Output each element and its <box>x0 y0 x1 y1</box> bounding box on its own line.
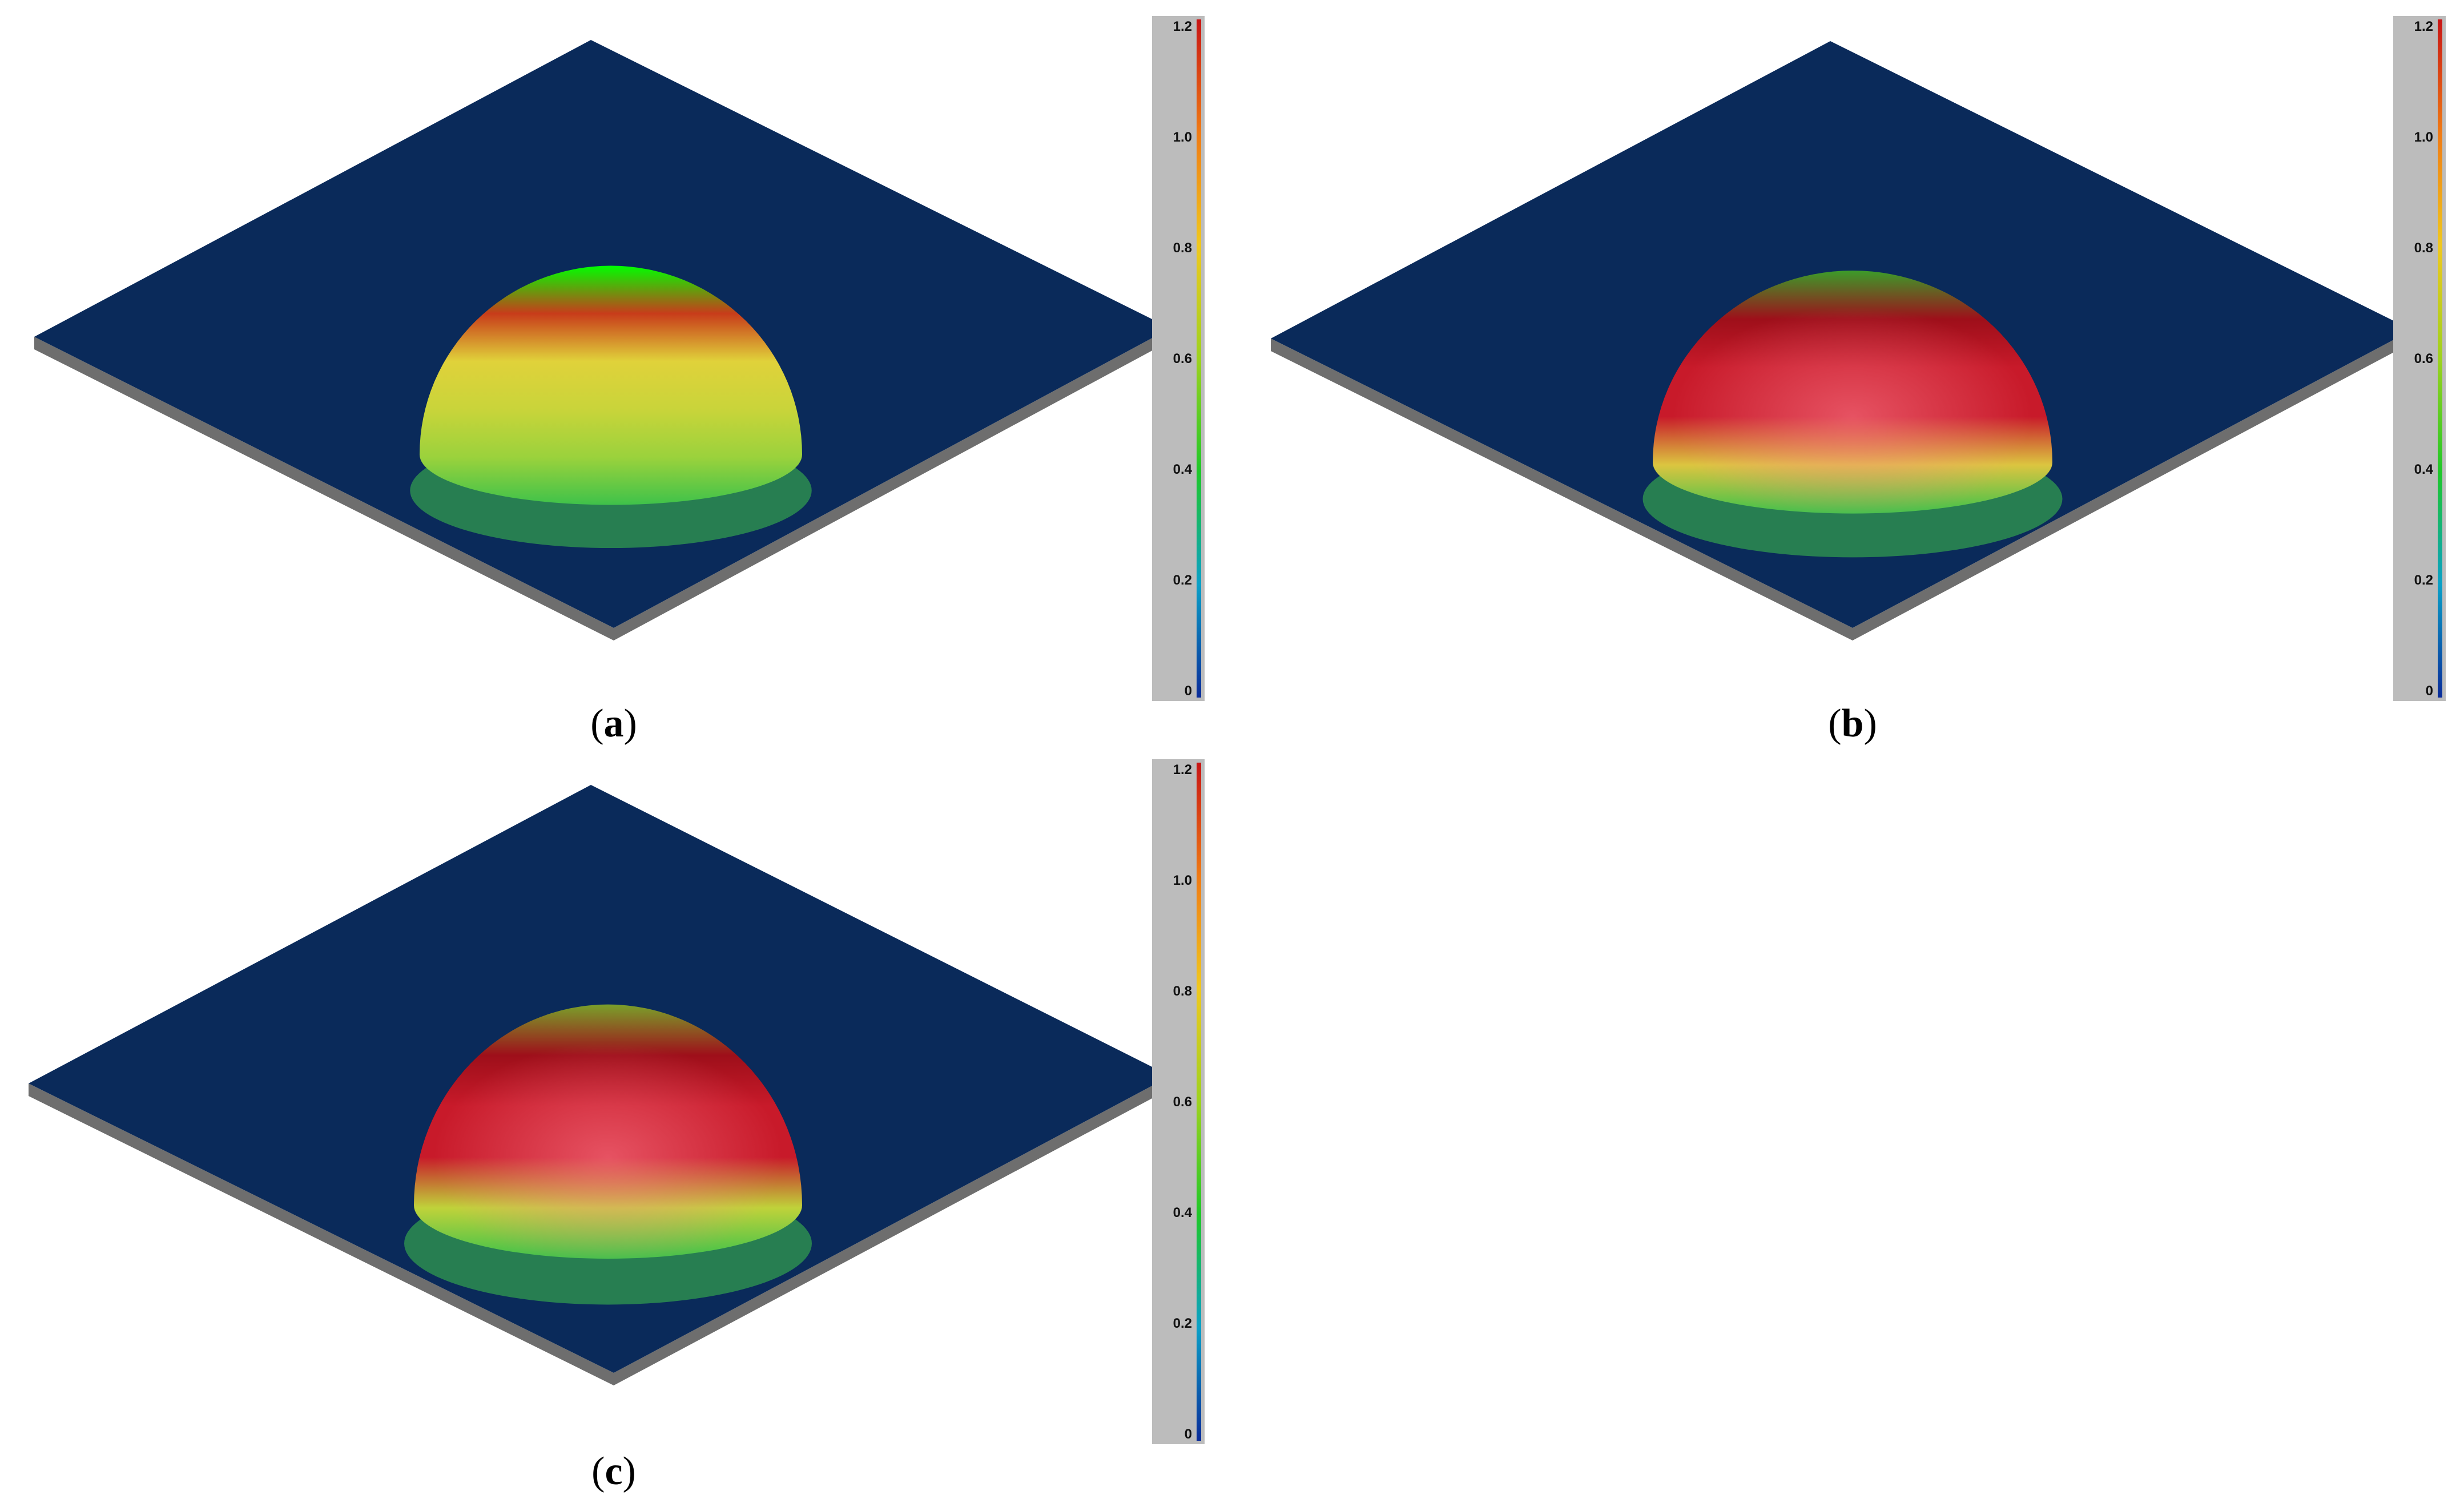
dome-highlight-b <box>1653 271 2052 514</box>
colorbar-a: 0 0.2 0.4 0.6 0.8 1.0 1.2 <box>1152 16 1205 701</box>
colorbar-tick-label: 1.0 <box>1173 130 1192 145</box>
panel-c: 0 0.2 0.4 0.6 0.8 1.0 1.2 (c) <box>29 759 1205 1493</box>
colorbar-tick-label: 0.8 <box>1173 984 1192 999</box>
dome-highlight-a <box>420 265 802 505</box>
colorbar-tick-label: 1.0 <box>1173 873 1192 888</box>
colorbar-tick-label: 0.4 <box>1173 1205 1193 1220</box>
panel-label-c: (c) <box>591 1449 636 1493</box>
colorbar-tick-label: 0.8 <box>1173 240 1192 256</box>
colorbar-tick-label: 1.2 <box>1173 762 1192 777</box>
colorbar-tick-label: 0 <box>1185 683 1192 699</box>
colorbar-tick-label: 0.6 <box>2414 351 2433 366</box>
colorbar-tick-label: 0.8 <box>2414 240 2433 256</box>
colorbar-tick-label: 1.2 <box>2414 19 2433 34</box>
colorbar-tick-label: 0.2 <box>1173 1316 1192 1331</box>
colorbar-tick-label: 0.4 <box>1173 462 1193 477</box>
colorbar-tick-label: 1.0 <box>2414 130 2433 145</box>
colorbar-scale-b <box>2438 19 2442 698</box>
colorbar-tick-label: 1.2 <box>1173 19 1192 34</box>
colorbar-c: 0 0.2 0.4 0.6 0.8 1.0 1.2 <box>1152 759 1205 1444</box>
colorbar-frame-c <box>1152 759 1205 1444</box>
panel-b: 0 0.2 0.4 0.6 0.8 1.0 1.2 (b) <box>1271 16 2446 746</box>
colorbar-tick-label: 0 <box>1185 1427 1192 1442</box>
panel-a: 0 0.2 0.4 0.6 0.8 1.0 1.2 (a) <box>34 16 1205 746</box>
colorbar-tick-label: 0 <box>2426 683 2433 699</box>
colorbar-scale-a <box>1197 19 1201 698</box>
colorbar-tick-label: 0.6 <box>1173 1094 1192 1110</box>
panel-label-b: (b) <box>1828 702 1877 746</box>
colorbar-scale-c <box>1197 763 1201 1441</box>
colorbar-frame-a <box>1152 16 1205 701</box>
panel-label-a: (a) <box>590 702 637 746</box>
colorbar-tick-label: 0.4 <box>2414 462 2434 477</box>
colorbar-frame-b <box>2393 16 2446 701</box>
colorbar-tick-label: 0.2 <box>2414 573 2433 588</box>
colorbar-tick-label: 0.2 <box>1173 573 1192 588</box>
colorbar-tick-label: 0.6 <box>1173 351 1192 366</box>
colorbar-b: 0 0.2 0.4 0.6 0.8 1.0 1.2 <box>2393 16 2446 701</box>
dome-highlight-c <box>414 1004 802 1259</box>
